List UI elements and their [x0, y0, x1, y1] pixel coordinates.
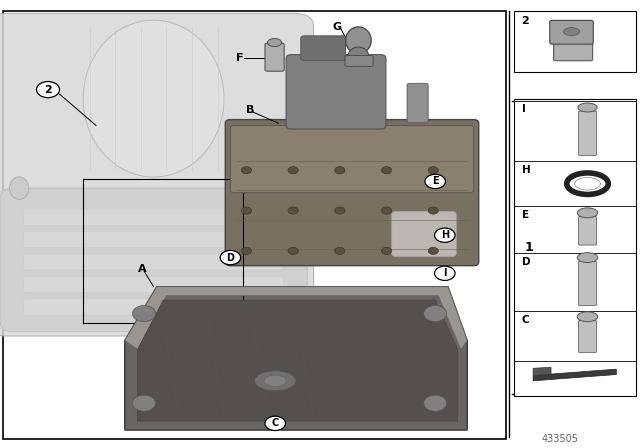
Ellipse shape: [577, 253, 598, 263]
Ellipse shape: [83, 20, 224, 177]
Circle shape: [241, 167, 252, 174]
Text: C: C: [271, 418, 279, 428]
FancyBboxPatch shape: [3, 11, 506, 439]
Circle shape: [435, 228, 455, 242]
Ellipse shape: [264, 375, 287, 386]
FancyBboxPatch shape: [24, 276, 284, 293]
Polygon shape: [138, 300, 458, 421]
Text: A: A: [138, 264, 146, 274]
Circle shape: [335, 207, 345, 214]
FancyBboxPatch shape: [0, 188, 307, 332]
FancyBboxPatch shape: [550, 21, 593, 44]
FancyBboxPatch shape: [230, 125, 474, 193]
FancyBboxPatch shape: [265, 43, 284, 71]
FancyBboxPatch shape: [24, 232, 284, 248]
FancyBboxPatch shape: [514, 99, 636, 396]
Text: E: E: [432, 177, 438, 186]
FancyBboxPatch shape: [286, 55, 386, 129]
Circle shape: [36, 82, 60, 98]
Circle shape: [381, 247, 392, 254]
Text: 2: 2: [44, 85, 52, 95]
Circle shape: [335, 247, 345, 254]
FancyBboxPatch shape: [301, 36, 346, 60]
Polygon shape: [533, 367, 551, 375]
Circle shape: [425, 174, 445, 189]
Circle shape: [435, 266, 455, 280]
Circle shape: [424, 306, 447, 322]
Ellipse shape: [567, 173, 608, 194]
Ellipse shape: [348, 47, 369, 65]
Text: C: C: [522, 315, 529, 325]
Polygon shape: [533, 369, 616, 381]
FancyBboxPatch shape: [579, 216, 596, 245]
Ellipse shape: [577, 208, 598, 218]
Text: F: F: [236, 53, 243, 63]
Circle shape: [288, 207, 298, 214]
Ellipse shape: [564, 28, 580, 36]
Circle shape: [220, 250, 241, 265]
FancyBboxPatch shape: [24, 209, 284, 225]
Text: H: H: [441, 230, 449, 240]
FancyBboxPatch shape: [0, 13, 314, 336]
Text: B: B: [246, 105, 255, 115]
FancyBboxPatch shape: [24, 299, 284, 315]
Text: E: E: [522, 210, 529, 220]
FancyBboxPatch shape: [579, 320, 596, 353]
Text: D: D: [522, 257, 530, 267]
Text: I: I: [522, 104, 525, 114]
Ellipse shape: [10, 177, 29, 199]
Polygon shape: [125, 287, 467, 349]
Ellipse shape: [578, 103, 597, 112]
Polygon shape: [125, 287, 467, 430]
Circle shape: [288, 247, 298, 254]
Ellipse shape: [575, 177, 600, 190]
Ellipse shape: [346, 27, 371, 54]
FancyBboxPatch shape: [579, 261, 596, 306]
Circle shape: [288, 167, 298, 174]
Text: 2: 2: [522, 16, 529, 26]
FancyBboxPatch shape: [554, 40, 593, 61]
FancyBboxPatch shape: [392, 211, 456, 257]
Circle shape: [428, 167, 438, 174]
FancyBboxPatch shape: [345, 56, 373, 66]
Ellipse shape: [268, 39, 282, 47]
Text: D: D: [227, 253, 234, 263]
Ellipse shape: [577, 312, 598, 322]
Circle shape: [428, 247, 438, 254]
Text: 1: 1: [525, 241, 534, 254]
Circle shape: [241, 207, 252, 214]
FancyBboxPatch shape: [225, 120, 479, 266]
Circle shape: [381, 207, 392, 214]
FancyBboxPatch shape: [514, 11, 636, 72]
FancyBboxPatch shape: [24, 254, 284, 270]
Circle shape: [335, 167, 345, 174]
Circle shape: [381, 167, 392, 174]
Circle shape: [424, 395, 447, 411]
Text: H: H: [522, 165, 531, 175]
FancyBboxPatch shape: [579, 111, 596, 155]
Text: I: I: [443, 268, 447, 278]
Text: G: G: [333, 22, 342, 32]
FancyBboxPatch shape: [407, 83, 428, 123]
Circle shape: [132, 306, 156, 322]
Circle shape: [241, 247, 252, 254]
Circle shape: [265, 416, 285, 431]
Circle shape: [132, 395, 156, 411]
Ellipse shape: [254, 371, 296, 391]
Text: 433505: 433505: [541, 434, 579, 444]
FancyBboxPatch shape: [250, 139, 301, 193]
Circle shape: [428, 207, 438, 214]
